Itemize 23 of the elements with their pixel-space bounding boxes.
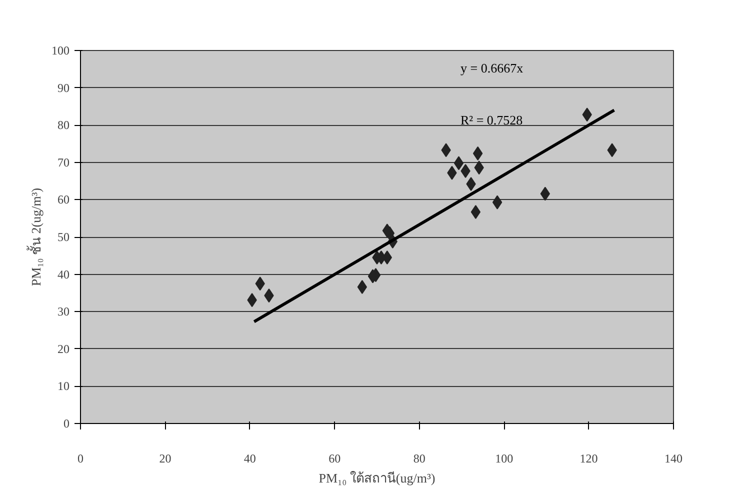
x-tick-label: 40 xyxy=(244,452,256,466)
y-tick-label: 70 xyxy=(58,155,70,170)
x-tick-label: 100 xyxy=(495,452,514,466)
x-tick-label: 120 xyxy=(580,452,598,466)
y-tick-label: 10 xyxy=(58,379,70,394)
y-tick-label: 80 xyxy=(58,118,70,132)
y-tick-label: 100 xyxy=(52,44,70,58)
x-axis-title: PM₁₀ ใต้สถานี(ug/m³) xyxy=(318,470,436,486)
y-tick-label: 50 xyxy=(58,230,70,244)
y-tick-label: 90 xyxy=(58,80,70,95)
y-axis-title: PM₁₀ ชั้น 2(ug/m³) xyxy=(26,188,44,286)
annotation: R² = 0.7528 xyxy=(460,112,523,128)
x-tick-label: 0 xyxy=(78,452,84,466)
annotation: y = 0.6667x xyxy=(460,60,524,76)
x-tick-label: 20 xyxy=(159,452,172,466)
x-tick-label: 80 xyxy=(413,452,426,466)
y-tick-label: 20 xyxy=(58,342,70,356)
x-tick-label: 60 xyxy=(328,452,341,466)
y-tick-label: 0 xyxy=(64,416,70,430)
y-tick-label: 60 xyxy=(58,192,70,207)
x-tick-label: 140 xyxy=(664,452,682,466)
y-tick-label: 40 xyxy=(58,267,70,282)
y-tick-label: 30 xyxy=(58,304,70,319)
